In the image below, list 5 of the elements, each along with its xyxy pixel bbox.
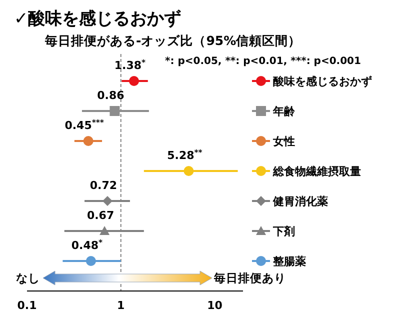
annotation: 毎日排便あり bbox=[214, 271, 286, 285]
annotation: *: p<0.05, **: p<0.01, ***: p<0.001 bbox=[165, 56, 361, 67]
annotation: なし bbox=[16, 271, 40, 285]
title: ✓酸味を感じるおかず bbox=[14, 9, 182, 29]
subtitle: 毎日排便がある-オッズ比（95%信頼区間） bbox=[45, 33, 302, 48]
